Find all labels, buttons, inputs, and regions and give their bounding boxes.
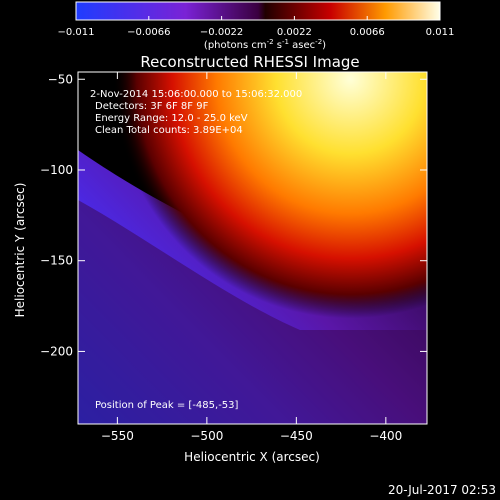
y-tick-label: −100 — [40, 163, 73, 177]
annotation-peak-position: Position of Peak = [-485,-53] — [95, 400, 239, 411]
x-tick-label: −500 — [190, 429, 223, 443]
colorbar-tick-label: 0.0022 — [277, 27, 312, 38]
heatmap-image — [78, 72, 427, 424]
y-tick-label: −50 — [48, 72, 73, 86]
annotation-detectors: Detectors: 3F 6F 8F 9F — [95, 101, 209, 112]
annotation-energy-range: Energy Range: 12.0 - 25.0 keV — [95, 113, 248, 124]
annotation-time-range: 2-Nov-2014 15:06:00.000 to 15:06:32.000 — [90, 89, 302, 100]
x-tick-label: −550 — [101, 429, 134, 443]
colorbar-ticks: −0.011 −0.0066 −0.0022 0.0022 0.0066 0.011 — [57, 16, 454, 38]
colorbar-tick-label: 0.011 — [426, 27, 455, 38]
x-axis-label: Heliocentric X (arcsec) — [184, 450, 320, 464]
colorbar-tick-label: −0.0022 — [200, 27, 243, 38]
x-tick-label: −400 — [369, 429, 402, 443]
y-tick-label: −150 — [40, 254, 73, 268]
x-tick-label: −450 — [280, 429, 313, 443]
colorbar-tick-label: −0.011 — [57, 27, 94, 38]
y-axis-ticks: −50 −100 −150 −200 — [40, 72, 427, 358]
plot-frame — [77, 71, 428, 425]
colorbar-tick-label: 0.0066 — [350, 27, 385, 38]
colorbar — [75, 1, 441, 21]
annotation-clean-counts: Clean Total counts: 3.89E+04 — [95, 125, 243, 136]
chart-title: Reconstructed RHESSI Image — [140, 53, 359, 71]
colorbar-tick-label: −0.0066 — [127, 27, 170, 38]
y-axis-label: Heliocentric Y (arcsec) — [13, 183, 27, 318]
footer-timestamp: 20-Jul-2017 02:53 — [388, 483, 496, 497]
y-tick-label: −200 — [40, 344, 73, 358]
colorbar-unit-label: (photons cm-2 s-1 asec-2) — [204, 38, 326, 51]
x-axis-ticks: −550 −500 −450 −400 — [101, 72, 402, 443]
